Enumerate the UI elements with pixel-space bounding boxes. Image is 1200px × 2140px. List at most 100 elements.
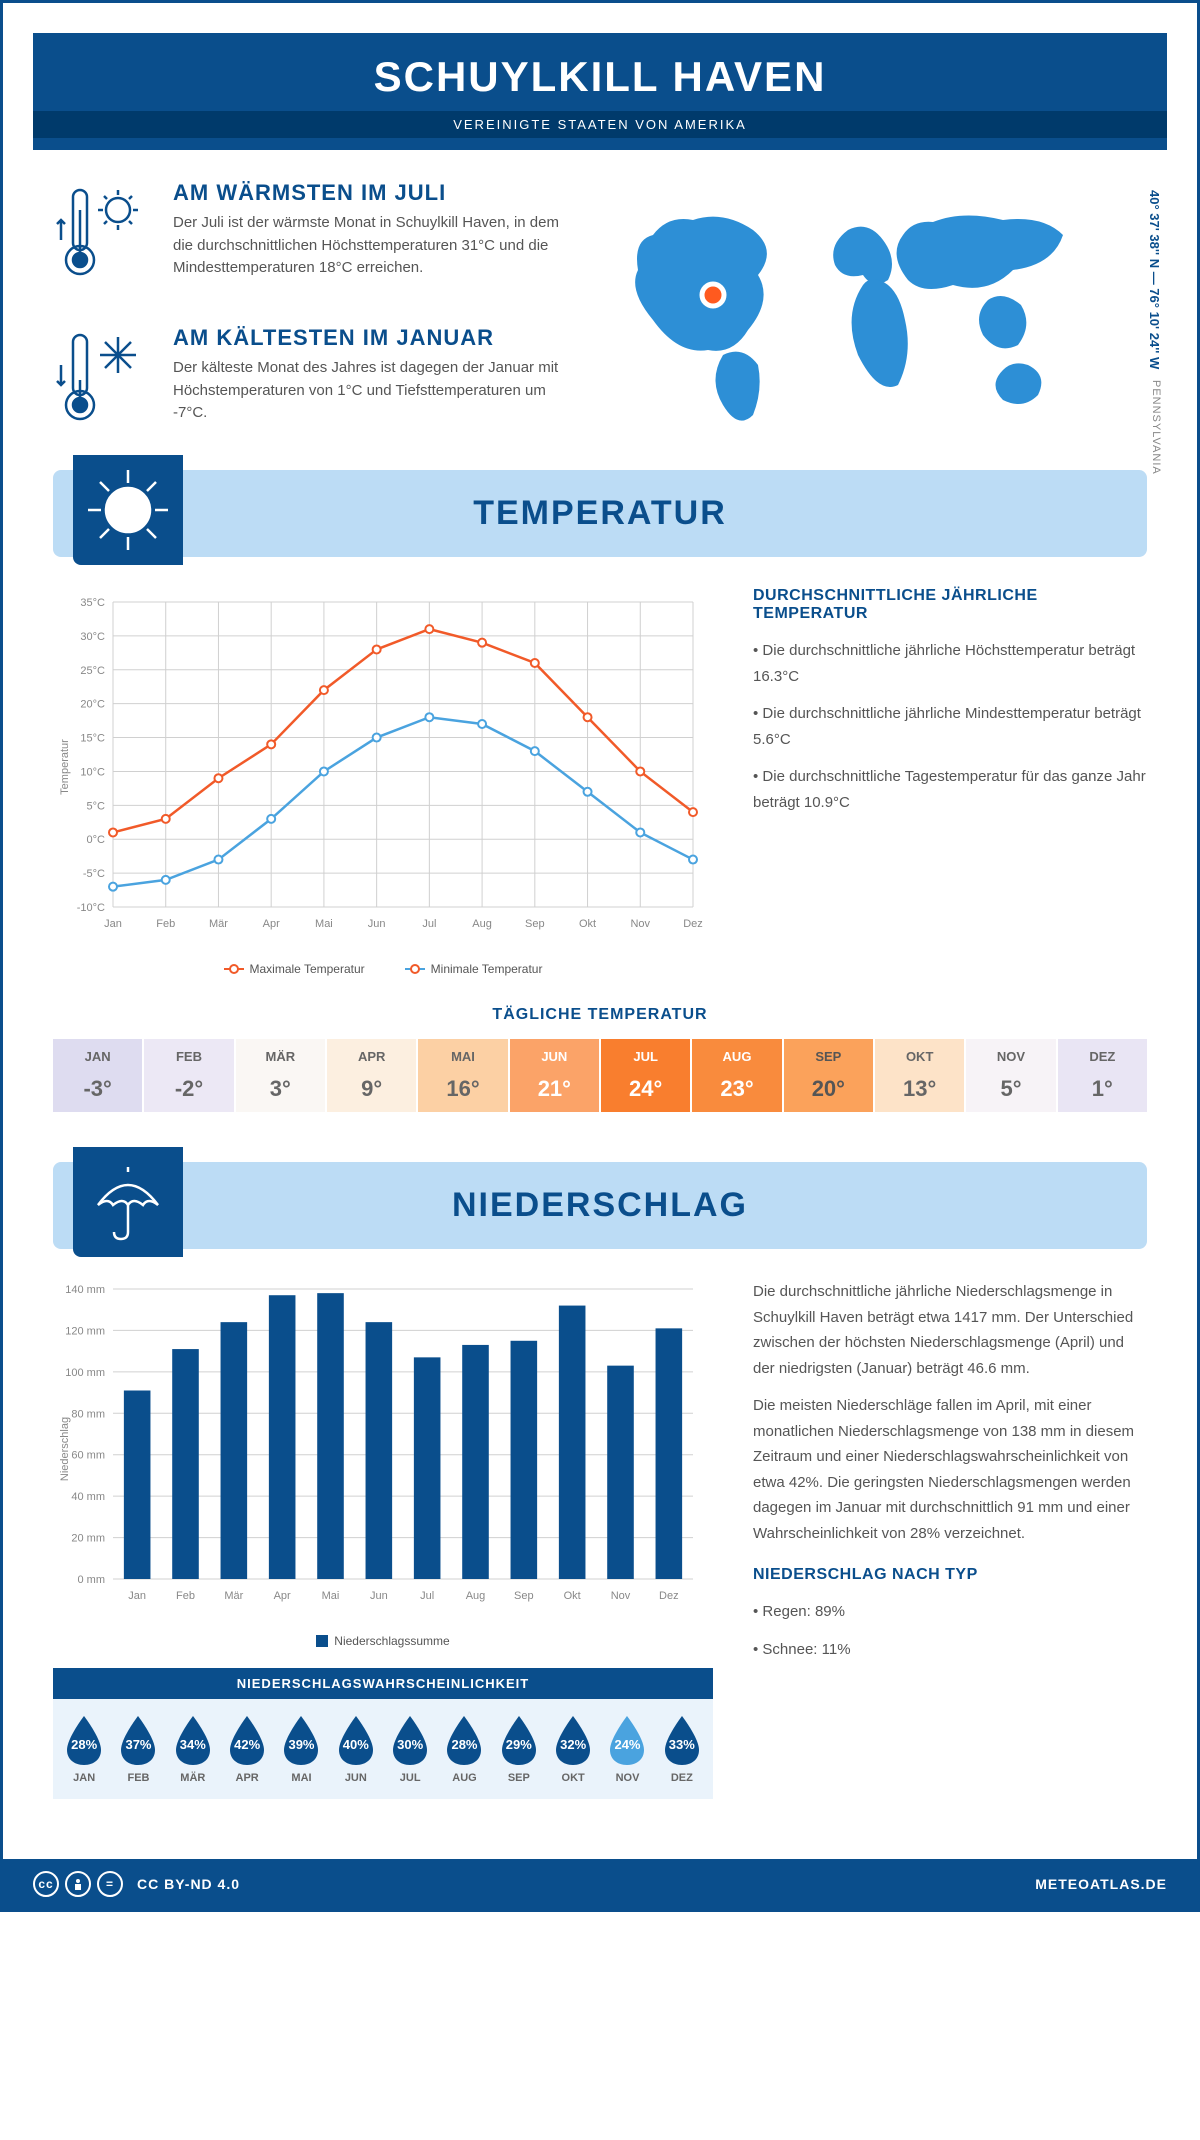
thermometer-sun-icon — [53, 180, 153, 295]
precip-prob-drop: 42%APR — [221, 1714, 273, 1784]
daily-temp-cell: OKT13° — [875, 1039, 964, 1112]
precip-prob-drop: 30%JUL — [384, 1714, 436, 1784]
svg-text:Dez: Dez — [659, 1590, 679, 1602]
legend-max: Maximale Temperatur — [250, 962, 365, 976]
temp-bullet: Die durchschnittliche jährliche Mindestt… — [753, 701, 1147, 752]
warmest-block: AM WÄRMSTEN IM JULI Der Juli ist der wär… — [53, 180, 573, 295]
cc-icon: cc — [33, 1871, 59, 1897]
svg-text:30°C: 30°C — [80, 631, 105, 643]
page-subtitle: VEREINIGTE STAATEN VON AMERIKA — [33, 111, 1167, 138]
temperature-chart: -10°C-5°C0°C5°C10°C15°C20°C25°C30°C35°CJ… — [53, 587, 713, 976]
precip-prob-drop: 32%OKT — [547, 1714, 599, 1784]
precip-prob-drop: 39%MAI — [275, 1714, 327, 1784]
precip-prob-drop: 37%FEB — [112, 1714, 164, 1784]
temp-summary-title: DURCHSCHNITTLICHE JÄHRLICHE TEMPERATUR — [753, 587, 1147, 623]
precip-prob-drop: 40%JUN — [330, 1714, 382, 1784]
daily-temp-cell: MAI16° — [418, 1039, 507, 1112]
svg-text:80 mm: 80 mm — [71, 1408, 105, 1420]
svg-text:Okt: Okt — [564, 1590, 581, 1602]
page-title: SCHUYLKILL HAVEN — [33, 53, 1167, 101]
precipitation-chart: 0 mm20 mm40 mm60 mm80 mm100 mm120 mm140 … — [53, 1279, 713, 1799]
world-map: 40° 37' 38'' N — 76° 10' 24'' W PENNSYLV… — [613, 180, 1147, 445]
coldest-block: AM KÄLTESTEN IM JANUAR Der kälteste Mona… — [53, 325, 573, 440]
daily-temp-cell: FEB-2° — [144, 1039, 233, 1112]
svg-text:15°C: 15°C — [80, 733, 105, 745]
svg-text:Jul: Jul — [420, 1590, 434, 1602]
precip-type-title: NIEDERSCHLAG NACH TYP — [753, 1566, 1147, 1584]
coldest-title: AM KÄLTESTEN IM JANUAR — [173, 325, 573, 351]
svg-text:60 mm: 60 mm — [71, 1450, 105, 1462]
precip-prob-drop: 34%MÄR — [167, 1714, 219, 1784]
svg-text:Jan: Jan — [104, 918, 122, 930]
temp-bullet: Die durchschnittliche Tagestemperatur fü… — [753, 764, 1147, 815]
precip-prob-drop: 33%DEZ — [656, 1714, 708, 1784]
nd-icon: = — [97, 1871, 123, 1897]
svg-text:Jan: Jan — [128, 1590, 146, 1602]
daily-temp-grid: JAN-3°FEB-2°MÄR3°APR9°MAI16°JUN21°JUL24°… — [53, 1039, 1147, 1112]
svg-text:Jul: Jul — [422, 918, 436, 930]
precip-type-bullet: Regen: 89% — [753, 1599, 1147, 1625]
daily-temp-cell: DEZ1° — [1058, 1039, 1147, 1112]
daily-temp-cell: JAN-3° — [53, 1039, 142, 1112]
precip-prob-drop: 28%AUG — [438, 1714, 490, 1784]
daily-temp-cell: JUL24° — [601, 1039, 690, 1112]
warmest-text: Der Juli ist der wärmste Monat in Schuyl… — [173, 212, 573, 280]
svg-text:Dez: Dez — [683, 918, 703, 930]
precip-type-bullet: Schnee: 11% — [753, 1637, 1147, 1663]
by-icon — [65, 1871, 91, 1897]
svg-text:100 mm: 100 mm — [65, 1367, 105, 1379]
svg-text:Mär: Mär — [209, 918, 228, 930]
daily-temp-cell: NOV5° — [966, 1039, 1055, 1112]
svg-text:25°C: 25°C — [80, 665, 105, 677]
svg-text:Niederschlag: Niederschlag — [59, 1417, 71, 1481]
svg-text:Okt: Okt — [579, 918, 596, 930]
warmest-title: AM WÄRMSTEN IM JULI — [173, 180, 573, 206]
precip-prob-drop: 24%NOV — [601, 1714, 653, 1784]
precip-prob-title: NIEDERSCHLAGSWAHRSCHEINLICHKEIT — [53, 1668, 713, 1699]
svg-text:Apr: Apr — [263, 918, 280, 930]
svg-text:Nov: Nov — [630, 918, 650, 930]
svg-text:Mai: Mai — [315, 918, 333, 930]
svg-text:-10°C: -10°C — [77, 902, 105, 914]
license-block: cc = CC BY-ND 4.0 — [33, 1871, 240, 1897]
daily-temp-cell: MÄR3° — [236, 1039, 325, 1112]
svg-text:20°C: 20°C — [80, 699, 105, 711]
svg-text:120 mm: 120 mm — [65, 1325, 105, 1337]
svg-text:Sep: Sep — [525, 918, 545, 930]
precip-summary: Die durchschnittliche jährliche Niedersc… — [753, 1279, 1147, 1799]
temp-legend: .legend-swatch:nth-child(1)::before{bord… — [53, 962, 713, 976]
svg-text:140 mm: 140 mm — [65, 1284, 105, 1296]
svg-text:Aug: Aug — [472, 918, 492, 930]
coldest-text: Der kälteste Monat des Jahres ist dagege… — [173, 357, 573, 425]
svg-text:Jun: Jun — [368, 918, 386, 930]
region-label: PENNSYLVANIA — [1150, 380, 1162, 475]
wind-icon-right — [1187, 23, 1200, 98]
svg-text:Feb: Feb — [156, 918, 175, 930]
svg-text:Feb: Feb — [176, 1590, 195, 1602]
svg-text:Nov: Nov — [611, 1590, 631, 1602]
thermometer-snow-icon — [53, 325, 153, 440]
page-footer: cc = CC BY-ND 4.0 METEOATLAS.DE — [3, 1859, 1197, 1909]
precip-section-title: NIEDERSCHLAG — [53, 1186, 1147, 1225]
legend-min: Minimale Temperatur — [431, 962, 543, 976]
daily-temp-cell: SEP20° — [784, 1039, 873, 1112]
svg-text:20 mm: 20 mm — [71, 1533, 105, 1545]
svg-text:Aug: Aug — [466, 1590, 486, 1602]
precip-legend-label: Niederschlagssumme — [334, 1634, 449, 1648]
wind-icon-left — [0, 23, 13, 98]
temp-section-title: TEMPERATUR — [53, 494, 1147, 533]
svg-text:35°C: 35°C — [80, 597, 105, 609]
precip-p2: Die meisten Niederschläge fallen im Apri… — [753, 1393, 1147, 1546]
site-name: METEOATLAS.DE — [1035, 1876, 1167, 1892]
daily-temp-cell: AUG23° — [692, 1039, 781, 1112]
daily-temp-cell: APR9° — [327, 1039, 416, 1112]
svg-text:-5°C: -5°C — [83, 868, 105, 880]
svg-text:40 mm: 40 mm — [71, 1491, 105, 1503]
svg-text:Mai: Mai — [322, 1590, 340, 1602]
page-header: SCHUYLKILL HAVEN VEREINIGTE STAATEN VON … — [33, 33, 1167, 150]
umbrella-icon — [73, 1147, 183, 1257]
temperature-section-header: TEMPERATUR — [53, 470, 1147, 557]
precip-p1: Die durchschnittliche jährliche Niedersc… — [753, 1279, 1147, 1381]
temp-bullet: Die durchschnittliche jährliche Höchstte… — [753, 638, 1147, 689]
daily-temp-title: TÄGLICHE TEMPERATUR — [53, 1006, 1147, 1024]
